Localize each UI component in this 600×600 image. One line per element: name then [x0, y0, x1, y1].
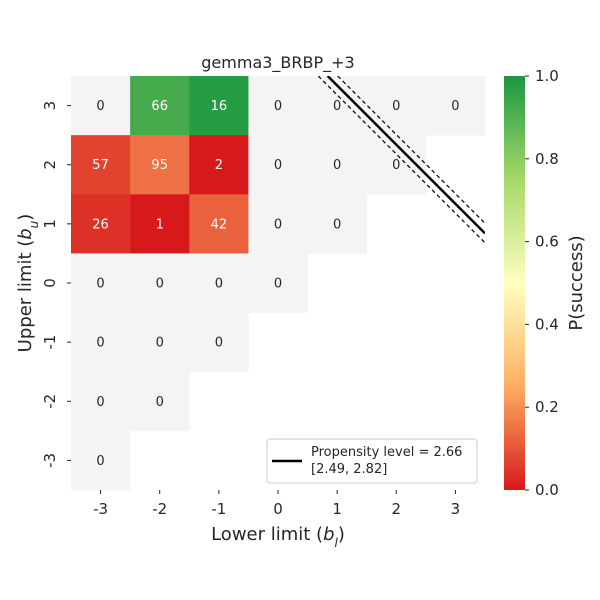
cell-label: 0 — [392, 158, 400, 173]
colorbar-tick-label: 0.2 — [535, 398, 559, 416]
cell-label: 42 — [211, 217, 228, 232]
heatmap-cell — [248, 194, 308, 254]
y-tick-label: -2 — [41, 394, 59, 409]
cell-label: 0 — [215, 276, 223, 291]
cell-label: 57 — [92, 158, 109, 173]
colorbar-title: P(success) — [566, 235, 587, 330]
x-tick-label: 1 — [332, 500, 342, 518]
heatmap-cell — [307, 194, 367, 254]
heatmap-cell — [189, 312, 249, 372]
x-tick-label: -1 — [211, 500, 226, 518]
cell-label: 0 — [96, 99, 104, 114]
y-tick-label: -1 — [41, 335, 59, 350]
cell-label: 95 — [151, 158, 168, 173]
colorbar-tick-label: 0.8 — [535, 150, 559, 168]
cell-label: 0 — [451, 99, 459, 114]
y-tick-label: 0 — [41, 278, 59, 288]
cell-label: 0 — [274, 158, 282, 173]
x-tick-label: 0 — [273, 500, 283, 518]
heatmap-cell — [71, 371, 131, 432]
heatmap-cell — [189, 76, 249, 136]
cell-label: 0 — [333, 217, 341, 232]
heatmap-cell — [248, 76, 308, 136]
heatmap-cell — [248, 253, 308, 313]
cell-label: 0 — [96, 395, 104, 410]
x-tick-label: -3 — [93, 500, 108, 518]
x-axis-title: Lower limit (bl) — [211, 524, 345, 550]
colorbar-tick-label: 0.4 — [535, 315, 559, 333]
cell-label: 0 — [274, 217, 282, 232]
y-tick-label: 3 — [41, 101, 59, 111]
heatmap-cell — [189, 135, 249, 195]
propensity-ci-line — [317, 76, 485, 244]
y-tick-label: 1 — [41, 219, 59, 229]
heatmap-cell — [130, 135, 190, 195]
x-tick-label: -2 — [152, 500, 167, 518]
cell-label: 0 — [156, 336, 164, 351]
y-axis-ticks: 3 2 1 0 -1 -2 -3 — [41, 101, 71, 468]
x-axis-ticks: -3 -2 -1 0 1 2 3 — [93, 490, 460, 518]
heatmap-cell — [71, 430, 131, 491]
cell-label: 0 — [96, 276, 104, 291]
cell-label: 0 — [156, 276, 164, 291]
heatmap-cell — [71, 76, 131, 136]
legend-line-label: Propensity level = 2.66 — [311, 445, 462, 460]
heatmap-cell — [71, 194, 131, 254]
heatmap-cell — [130, 371, 190, 432]
cell-label: 0 — [274, 99, 282, 114]
heatmap-cell — [71, 253, 131, 313]
heatmap-cell — [307, 135, 367, 195]
y-tick-label: -3 — [41, 453, 59, 468]
colorbar-ticks: 0.0 0.2 0.4 0.6 0.8 1.0 — [525, 67, 559, 499]
cell-label: 1 — [156, 217, 164, 232]
cell-label: 0 — [215, 336, 223, 351]
legend-box — [266, 438, 478, 484]
heatmap-cell — [130, 76, 190, 136]
legend: Propensity level = 2.66 [2.49, 2.82] — [266, 438, 478, 484]
x-tick-label: 3 — [451, 500, 461, 518]
cell-label: 0 — [333, 99, 341, 114]
propensity-lines — [317, 76, 485, 244]
heatmap-cell — [189, 194, 249, 254]
colorbar-tick-label: 1.0 — [535, 67, 559, 85]
colorbar — [504, 76, 525, 490]
y-tick-label: 2 — [41, 160, 59, 170]
heatmap-cell — [130, 312, 190, 372]
colorbar-tick-label: 0.0 — [535, 481, 559, 499]
heatmap-cell — [425, 76, 486, 136]
y-axis-title: Upper limit (bu) — [15, 214, 41, 353]
cell-label: 0 — [333, 158, 341, 173]
colorbar-tick-label: 0.6 — [535, 233, 559, 251]
heatmap-cell — [130, 194, 190, 254]
propensity-level-line — [326, 76, 485, 235]
cell-label: 0 — [274, 276, 282, 291]
heatmap-cell — [71, 135, 131, 195]
heatmap-cell — [71, 312, 131, 372]
x-tick-label: 2 — [391, 500, 401, 518]
cell-label: 16 — [211, 99, 228, 114]
cell-label: 0 — [156, 395, 164, 410]
legend-ci-label: [2.49, 2.82] — [311, 462, 387, 477]
cell-label: 0 — [96, 454, 104, 469]
cell-label: 26 — [92, 217, 109, 232]
heatmap-cells: 0 66 16 0 0 0 0 57 95 2 0 0 0 26 1 42 0 0 0 0 0 0 0 0 0 0 0 0 — [71, 76, 486, 491]
heatmap-cell — [130, 253, 190, 313]
cell-label: 0 — [392, 99, 400, 114]
cell-label: 2 — [215, 158, 223, 173]
heatmap-cell — [248, 135, 308, 195]
cell-label: 66 — [151, 99, 168, 114]
chart-title: gemma3_BRBP_+3 — [201, 53, 354, 73]
cell-label: 0 — [96, 336, 104, 351]
heatmap-cell — [189, 253, 249, 313]
